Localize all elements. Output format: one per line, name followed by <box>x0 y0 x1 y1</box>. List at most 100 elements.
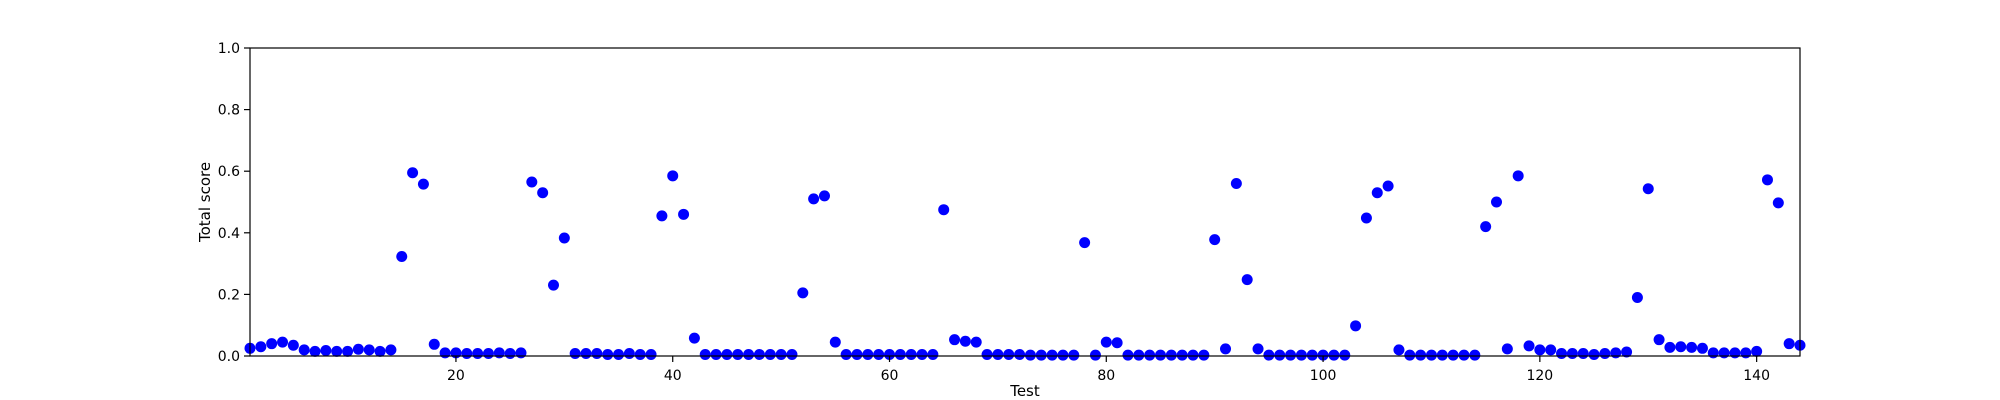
data-point <box>1198 349 1210 361</box>
data-point <box>634 348 646 360</box>
data-point <box>396 251 408 263</box>
data-point <box>352 343 364 355</box>
data-point <box>1512 170 1524 182</box>
data-point <box>1144 349 1156 361</box>
data-point <box>786 348 798 360</box>
data-point <box>482 348 494 360</box>
data-point <box>1057 349 1069 361</box>
data-point <box>916 348 928 360</box>
data-point <box>678 208 690 220</box>
data-point <box>515 347 527 359</box>
data-point <box>298 344 310 356</box>
data-point <box>894 348 906 360</box>
data-point <box>970 336 982 348</box>
data-point <box>1491 196 1502 208</box>
data-point <box>1089 349 1101 361</box>
data-point <box>1003 348 1015 360</box>
data-point <box>320 344 332 356</box>
data-point <box>504 348 516 360</box>
data-point <box>1675 341 1687 353</box>
data-point <box>439 347 451 359</box>
data-point <box>862 348 874 360</box>
x-tick-label: 140 <box>1743 368 1770 384</box>
data-point <box>764 348 776 360</box>
data-point <box>775 348 787 360</box>
y-tick-label: 0.8 <box>218 103 240 119</box>
data-point <box>1230 178 1242 190</box>
data-point <box>417 178 429 190</box>
data-point <box>1133 349 1145 361</box>
data-point <box>1014 348 1026 360</box>
data-point <box>526 176 538 188</box>
data-point <box>1100 336 1112 348</box>
data-point <box>1404 349 1416 361</box>
data-point <box>591 348 603 360</box>
data-point <box>1772 197 1784 209</box>
x-tick-label: 20 <box>447 368 465 384</box>
data-point <box>1187 349 1199 361</box>
data-point <box>1653 334 1665 346</box>
x-tick-label: 120 <box>1526 368 1553 384</box>
data-point <box>721 348 733 360</box>
data-point <box>1458 349 1470 361</box>
data-point <box>548 279 559 291</box>
data-point <box>1220 343 1232 355</box>
data-point <box>1577 348 1589 360</box>
data-point <box>1382 180 1394 192</box>
data-point <box>851 348 863 360</box>
data-point <box>732 348 744 360</box>
data-point <box>537 187 549 199</box>
data-points <box>244 167 1806 361</box>
data-point <box>656 210 668 222</box>
data-point <box>1079 237 1091 249</box>
data-point <box>613 348 625 360</box>
data-point <box>949 334 961 346</box>
data-point <box>1176 349 1188 361</box>
data-point <box>829 336 841 348</box>
data-point <box>1740 347 1752 359</box>
data-point <box>688 332 700 344</box>
data-point <box>1350 320 1362 332</box>
data-point <box>1447 349 1459 361</box>
x-axis: 20 40 60 80 100 120 140 <box>447 356 1770 384</box>
data-point <box>1165 349 1177 361</box>
data-point <box>710 348 722 360</box>
data-point <box>266 338 278 350</box>
data-point <box>1415 349 1427 361</box>
data-point <box>1285 349 1297 361</box>
data-point <box>1610 347 1622 359</box>
data-point <box>287 339 299 351</box>
data-point <box>1642 183 1654 195</box>
data-point <box>1035 349 1047 361</box>
data-point <box>1696 342 1708 354</box>
data-point <box>1046 349 1058 361</box>
data-point <box>255 341 267 353</box>
data-point <box>1154 349 1166 361</box>
data-point <box>1751 345 1763 357</box>
data-point <box>1534 344 1546 356</box>
data-point <box>1556 348 1568 360</box>
data-point <box>1111 337 1123 349</box>
plot-area-frame <box>249 47 1801 357</box>
data-point <box>753 348 765 360</box>
data-point <box>818 190 830 202</box>
data-point <box>1761 174 1773 186</box>
data-point <box>309 345 321 357</box>
data-point <box>1295 349 1307 361</box>
y-tick-label: 0.2 <box>218 287 240 303</box>
data-point <box>1599 348 1611 360</box>
data-point <box>667 170 679 182</box>
data-point <box>1274 349 1286 361</box>
data-point <box>558 232 570 244</box>
data-point <box>927 348 939 360</box>
data-point <box>580 348 592 360</box>
data-point <box>905 348 917 360</box>
data-point <box>1339 349 1351 361</box>
y-tick-label: 1.0 <box>218 41 240 57</box>
x-axis-title: Test <box>1009 382 1040 400</box>
x-tick-label: 80 <box>1097 368 1115 384</box>
data-point <box>493 347 505 359</box>
data-point <box>1501 343 1513 355</box>
data-point <box>699 348 711 360</box>
